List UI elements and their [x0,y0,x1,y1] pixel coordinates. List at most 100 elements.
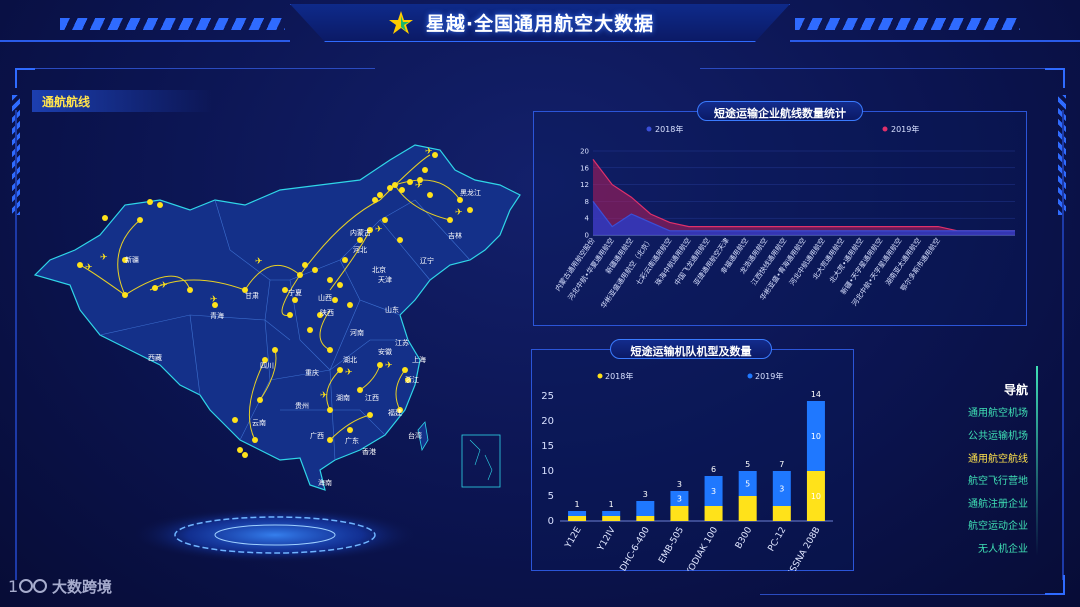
legend-2019-marker [747,373,753,379]
taiwan-shape[interactable] [417,421,429,452]
prov-label: 广东 [345,436,359,445]
line-y-tick: 16 [580,164,589,172]
line-y-tick: 0 [585,232,589,240]
bar-x-tick: EMB-505 [657,526,686,566]
frame-left-line [15,110,17,580]
nav-item-public-airport[interactable]: 公共运输机场 [968,431,1028,442]
frame-top-line-right [700,68,1050,69]
prov-label: 北京 [372,265,386,274]
line-y-tick: 12 [580,181,589,189]
bar-chart[interactable]: 2018年 2019年 0 5 10 15 20 25 1 1 3 3 3 6 3 5 5 7 3 14 10 10… [531,360,854,571]
bar-x-tick: Y12E [563,525,584,551]
nav-item-flight-camp[interactable]: 航空飞行营地 [968,476,1028,487]
line-2019年[interactable] [592,159,1015,232]
prov-label: 山西 [318,293,332,302]
bar-2019[interactable] [670,491,689,506]
bar-2018[interactable] [636,516,655,521]
nav-item-sport-enterprise[interactable]: 航空运动企业 [968,521,1028,532]
prov-label: 四川 [260,362,274,370]
svg-text:✈: ✈ [345,368,353,378]
prov-label: 云南 [252,418,266,427]
prov-label: 山东 [385,305,399,314]
frame-corner-br [1045,575,1065,595]
bar-2019-label: 3 [711,487,716,496]
bar-2019[interactable] [568,511,587,516]
prov-label: 湖南 [336,393,350,402]
airport-dots[interactable] [77,152,473,458]
prov-label: 辽宁 [420,256,434,265]
prov-label: 宁夏 [288,288,302,297]
line-y-tick: 20 [580,148,589,156]
bar-2018-label: 10 [811,492,821,501]
frame-corner-tr [1045,68,1065,88]
bar-total-label: 3 [643,490,648,499]
nav-item-registered-enterprise[interactable]: 通航注册企业 [968,499,1028,510]
nav-item-drone-enterprise[interactable]: 无人机企业 [978,544,1028,555]
line-2018年[interactable] [592,201,1015,232]
nav-item-general-route[interactable]: 通用航空航线 [968,454,1028,465]
page-title: 星越·全国通用航空大数据 [425,13,655,35]
svg-text:✈: ✈ [415,181,423,191]
bar-2018[interactable] [602,516,621,521]
header-line-left [0,40,290,42]
prov-label: 河南 [350,328,364,337]
star-logo-icon [389,11,413,34]
svg-text:✈: ✈ [85,263,93,273]
nav-title: 导航 [1003,383,1028,397]
bar-2018[interactable] [772,506,791,521]
nav-item-general-airport[interactable]: 通用航空机场 [968,408,1028,419]
header-stripes-right [795,18,1020,30]
bar-2018[interactable] [738,496,757,521]
prov-label: 西藏 [148,353,162,362]
prov-label: 陕西 [320,308,334,317]
bar-2018[interactable] [806,471,825,521]
bar-2019[interactable] [704,476,723,506]
bar-legend: 2018年 2019年 [597,371,783,381]
airplane-icons: ✈ ✈ ✈ ✈ ✈ ✈ ✈ ✈ ✈ ✈ ✈ ✈ [85,147,463,401]
map-section-title: 通航航线 [32,90,212,112]
china-map[interactable]: ✈ ✈ ✈ ✈ ✈ ✈ ✈ ✈ ✈ ✈ ✈ ✈ 黑龙江 吉林 辽宁 内蒙古 北京 天津 河北 山… [30,140,530,510]
bar-chart-title: 短途运输机队机型及数量 [610,339,772,359]
line-legend: 2018年 2019年 [646,124,919,134]
bar-x-tick: B300 [734,525,754,550]
prov-label: 安徽 [378,347,392,356]
bar-total-label: 3 [677,480,682,489]
prov-label: 青海 [210,311,224,320]
legend-2018-label: 2018年 [605,371,633,381]
bar-2019[interactable] [806,401,825,471]
bar-2019[interactable] [772,471,791,506]
svg-text:✈: ✈ [255,257,263,267]
bar-2019-label: 3 [677,495,682,504]
bar-2019[interactable] [738,471,757,496]
province-labels: 黑龙江 吉林 辽宁 内蒙古 北京 天津 河北 山西 山东 陕西 宁夏 甘肃 青海… [125,188,481,487]
header-stripes-left [60,18,285,30]
prov-label: 浙江 [405,375,419,384]
frame-corner-tl [15,68,35,88]
svg-text:✈: ✈ [320,391,328,401]
bar-total-label: 6 [711,465,716,474]
title-box [290,4,790,42]
bar-2019[interactable] [636,501,655,516]
prov-label: 天津 [378,276,392,284]
bar-2018[interactable] [670,506,689,521]
bar-2019[interactable] [602,511,621,516]
prov-label: 上海 [412,355,426,364]
south-china-sea-inset [461,434,501,488]
bar-2019-label: 5 [745,480,750,489]
legend-2019-marker [882,126,888,132]
line-y-tick: 4 [585,215,590,223]
bar-chart-panel [531,349,854,571]
bar-2018[interactable] [568,516,587,521]
prov-label: 台湾 [408,431,422,440]
bar-2019-label: 10 [811,432,821,441]
glow-platform [130,507,420,563]
bar-total-label: 7 [779,460,784,469]
bar-2018[interactable] [704,506,723,521]
bar-y-tick: 10 [541,466,554,477]
prov-label: 广西 [310,431,324,440]
svg-text:✈: ✈ [385,361,393,371]
china-outline[interactable] [33,144,521,491]
prov-label: 河北 [353,246,367,254]
prov-label: 贵州 [295,401,309,410]
